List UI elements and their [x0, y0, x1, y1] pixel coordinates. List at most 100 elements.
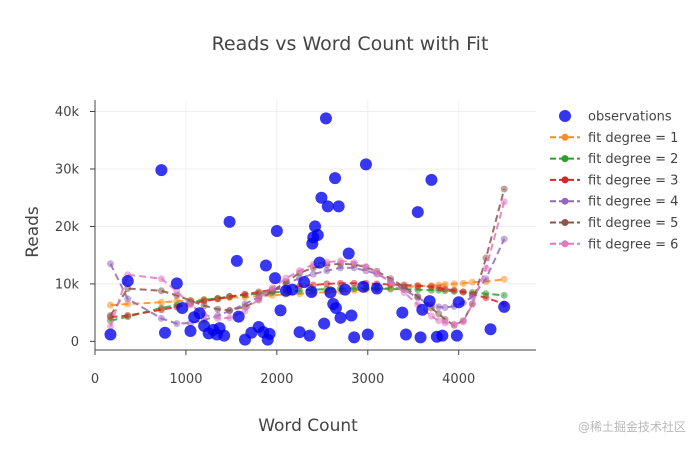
observation-point[interactable] [313, 256, 326, 269]
x-axis-title: Word Count [258, 416, 358, 436]
fit-marker-degree-1 [468, 278, 476, 286]
observation-point[interactable] [298, 276, 311, 289]
observation-point[interactable] [263, 327, 276, 340]
fit-marker-degree-6 [500, 198, 508, 206]
observation-point[interactable] [319, 112, 332, 125]
observation-point[interactable] [230, 254, 243, 267]
legend-label: fit degree = 1 [588, 131, 678, 146]
fit-marker-degree-6 [441, 319, 449, 327]
fit-marker-degree-3 [414, 282, 422, 290]
observation-point[interactable] [311, 229, 324, 242]
fit-marker-degree-6 [450, 320, 458, 328]
observation-point[interactable] [121, 275, 134, 288]
observation-point[interactable] [332, 200, 345, 213]
observation-point[interactable] [342, 247, 355, 260]
observation-point[interactable] [361, 328, 374, 341]
fit-marker-degree-6 [296, 267, 304, 275]
observation-point[interactable] [218, 329, 231, 342]
observation-point[interactable] [155, 164, 168, 177]
observation-point[interactable] [498, 300, 511, 313]
observation-point[interactable] [315, 191, 328, 204]
fit-marker-degree-6 [106, 322, 114, 330]
fit-marker-degree-1 [157, 298, 165, 306]
observation-point[interactable] [345, 309, 358, 322]
legend[interactable]: observations fit degree = 1 fit degree = 2… [550, 110, 678, 253]
observation-point[interactable] [423, 295, 436, 308]
fit-marker-degree-6 [255, 295, 263, 303]
observation-point[interactable] [484, 323, 497, 336]
fit-marker-degree-5 [400, 283, 408, 291]
observation-point[interactable] [303, 329, 316, 342]
observation-point[interactable] [269, 272, 282, 285]
observation-point[interactable] [259, 259, 272, 272]
observation-point[interactable] [396, 306, 409, 319]
observations-layer[interactable] [104, 112, 511, 346]
observation-point[interactable] [184, 325, 197, 338]
observation-point[interactable] [329, 172, 342, 185]
observation-point[interactable] [357, 280, 370, 293]
legend-item-fit-4[interactable]: fit degree = 4 [550, 195, 678, 210]
fit-marker-degree-5 [226, 306, 234, 314]
x-tick-label: 2000 [260, 372, 293, 387]
legend-item-observations[interactable]: observations [559, 110, 672, 125]
observation-point[interactable] [416, 303, 429, 316]
fit-marker-degree-5 [157, 287, 165, 295]
fit-marker-degree-6 [241, 307, 249, 315]
legend-item-fit-3[interactable]: fit degree = 3 [550, 173, 678, 188]
observation-point[interactable] [321, 200, 334, 213]
fit-marker-degree-2 [500, 291, 508, 299]
observation-point[interactable] [339, 283, 352, 296]
fit-marker-degree-1 [500, 275, 508, 283]
legend-item-fit-1[interactable]: fit degree = 1 [550, 131, 678, 146]
observation-point[interactable] [159, 326, 172, 339]
fit-marker-degree-1 [459, 279, 467, 287]
observation-point[interactable] [329, 302, 342, 315]
fit-marker-degree-4 [157, 314, 165, 322]
y-tick-label: 30k [55, 162, 80, 177]
observation-point[interactable] [450, 329, 463, 342]
legend-label: fit degree = 4 [588, 195, 678, 210]
observation-point[interactable] [348, 331, 361, 344]
legend-item-fit-5[interactable]: fit degree = 5 [550, 216, 678, 231]
legend-marker-dot [561, 240, 569, 248]
observation-point[interactable] [305, 285, 318, 298]
observation-point[interactable] [176, 302, 189, 315]
observation-point[interactable] [414, 331, 427, 344]
fit-marker-degree-6 [186, 301, 194, 309]
observation-point[interactable] [270, 225, 283, 238]
fit-marker-degree-6 [226, 314, 234, 322]
observation-point[interactable] [324, 286, 337, 299]
observation-point[interactable] [359, 158, 372, 171]
fit-marker-degree-5 [214, 305, 222, 313]
observation-point[interactable] [223, 215, 236, 228]
observation-point[interactable] [399, 328, 412, 341]
observation-point[interactable] [452, 296, 465, 309]
observation-point[interactable] [334, 311, 347, 324]
axis-layer: 0 1000 2000 3000 4000 0 10k 20k 30k 40k [55, 100, 536, 387]
observation-point[interactable] [104, 328, 117, 341]
fit-marker-degree-6 [173, 287, 181, 295]
fit-marker-degree-3 [323, 280, 331, 288]
observation-point[interactable] [411, 206, 424, 219]
observation-point[interactable] [274, 304, 287, 317]
fit-marker-degree-6 [387, 278, 395, 286]
observation-point[interactable] [232, 310, 245, 323]
legend-item-fit-6[interactable]: fit degree = 6 [550, 237, 678, 252]
observation-point[interactable] [170, 277, 183, 290]
observation-point[interactable] [436, 329, 449, 342]
legend-item-fit-2[interactable]: fit degree = 2 [550, 152, 678, 167]
fit-marker-degree-6 [468, 300, 476, 308]
legend-marker-dot [561, 197, 569, 205]
observation-point[interactable] [370, 282, 383, 295]
observation-point[interactable] [193, 307, 206, 320]
fit-marker-degree-6 [459, 318, 467, 326]
observation-point[interactable] [425, 173, 438, 186]
fit-marker-degree-3 [255, 288, 263, 296]
fit-marker-degree-6 [282, 274, 290, 282]
observation-point[interactable] [286, 283, 299, 296]
observation-point[interactable] [318, 317, 331, 330]
fit-marker-degree-6 [482, 264, 490, 272]
observation-point[interactable] [293, 326, 306, 339]
